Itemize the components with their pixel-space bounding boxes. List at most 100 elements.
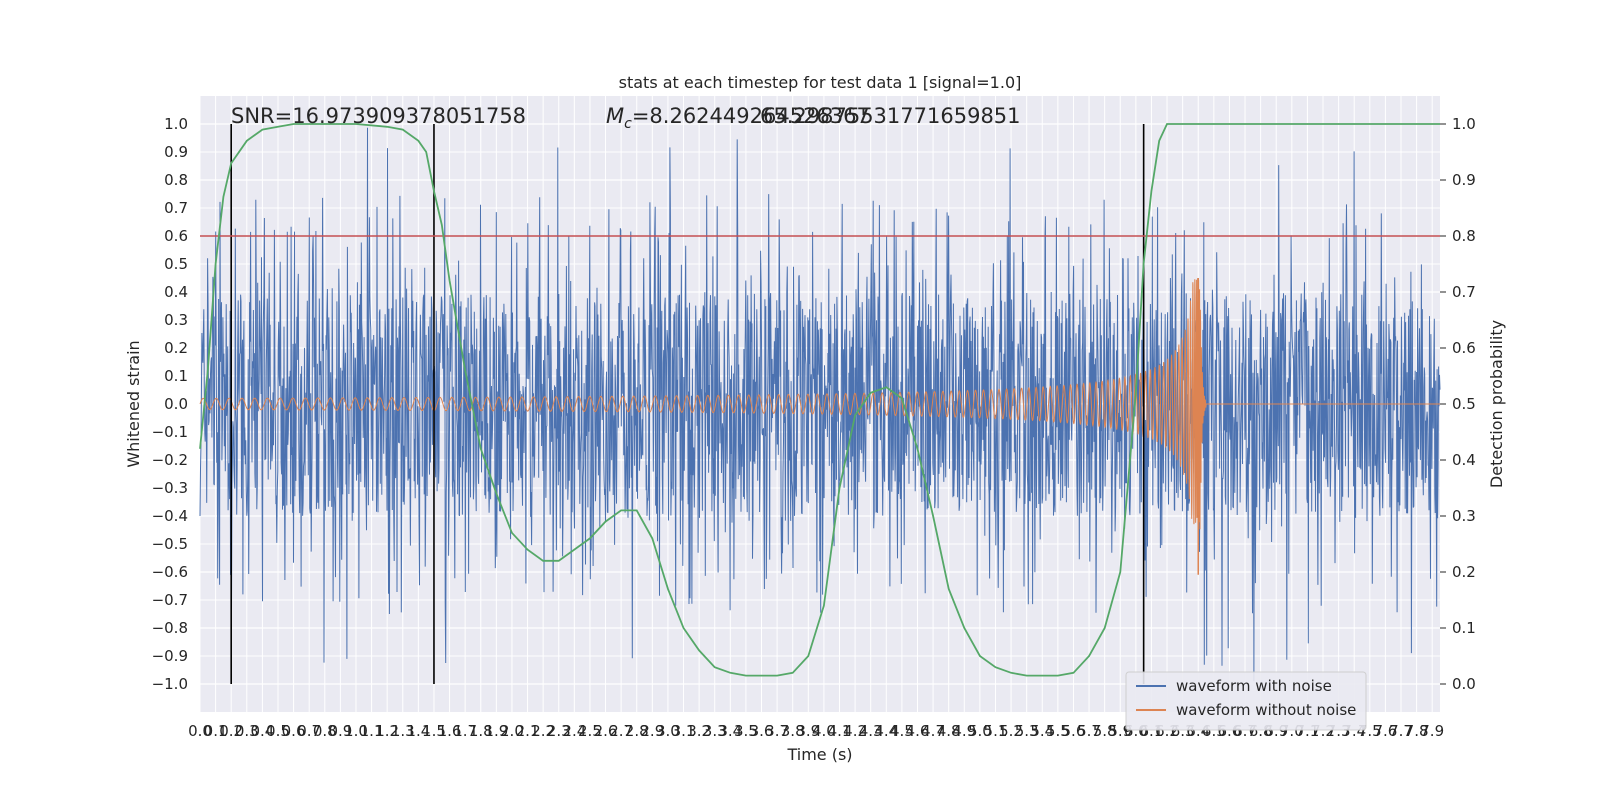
x-tick-label: 4.5 (890, 722, 914, 740)
x-tick-label: 7.7 (1389, 722, 1413, 740)
x-tick-label: 3.7 (765, 722, 789, 740)
x-tick-label: 2.3 (547, 722, 571, 740)
x-tick-label: 3.4 (718, 722, 742, 740)
series-waveform-with-noise (199, 127, 1441, 682)
x-tick-label: 5.8 (1093, 722, 1117, 740)
y-right-axis-label: Detection probability (1487, 320, 1506, 488)
y-tick-label: 0.0 (164, 395, 188, 413)
y-tick-label: −0.2 (152, 451, 188, 469)
x-tick-label: 7.9 (1420, 722, 1444, 740)
overlapping-annotation: 65.29875531771659851 (760, 104, 1021, 128)
waveform-without-noise-line (199, 278, 1440, 530)
x-tick-label: 7.8 (1405, 722, 1429, 740)
x-tick-label: 1.1 (360, 722, 384, 740)
x-tick-label: 1.9 (484, 722, 508, 740)
y-right-tick-label: 0.0 (1452, 675, 1476, 693)
x-tick-label: 4.3 (859, 722, 883, 740)
x-tick-label: 5.6 (1062, 722, 1086, 740)
detection-probability-line (199, 123, 1440, 677)
y-tick-label: 0.7 (164, 199, 188, 217)
x-tick-label: 1.6 (438, 722, 462, 740)
y-tick-label: 0.3 (164, 311, 188, 329)
y-right-tick-label: 1.0 (1452, 115, 1476, 133)
x-tick-label: 5.5 (1046, 722, 1070, 740)
legend: waveform with noise waveform without noi… (1125, 671, 1367, 731)
x-tick-label: 2.7 (609, 722, 633, 740)
legend-label-with-noise: waveform with noise (1176, 677, 1332, 695)
y-tick-label: −0.3 (152, 479, 188, 497)
y-tick-label: −0.4 (152, 507, 188, 525)
x-tick-label: 3.8 (781, 722, 805, 740)
y-tick-label: 1.0 (164, 115, 188, 133)
x-tick-label: 4.7 (921, 722, 945, 740)
y-tick-label: −0.5 (152, 535, 188, 553)
y-right-axis-ticks: 1.0 0.9 0.8 0.7 0.6 0.5 0.4 0.3 0.2 0.1 0.0 (1440, 115, 1476, 693)
x-axis-label: Time (s) (786, 745, 852, 764)
x-tick-label: 0.5 (266, 722, 290, 740)
x-tick-label: 3.9 (796, 722, 820, 740)
snr-annotation: SNR=16.973909378051758 (231, 104, 526, 128)
legend-label-without-noise: waveform without noise (1176, 701, 1356, 719)
y-right-tick-label: 0.4 (1452, 451, 1476, 469)
x-tick-label: 1.2 (375, 722, 399, 740)
x-tick-label: 5.7 (1077, 722, 1101, 740)
x-tick-label: 2.4 (562, 722, 586, 740)
x-tick-label: 1.5 (422, 722, 446, 740)
x-tick-label: 0.0 (188, 722, 212, 740)
y-axis-label: Whitened strain (124, 340, 143, 467)
x-tick-label: 0.2 (219, 722, 243, 740)
y-tick-label: 0.4 (164, 283, 188, 301)
series-detection-probability (199, 123, 1440, 677)
y-tick-label: −0.7 (152, 591, 188, 609)
chart-title: stats at each timestep for test data 1 [… (619, 73, 1022, 92)
x-tick-label: 3.2 (687, 722, 711, 740)
x-tick-label: 1.8 (469, 722, 493, 740)
y-tick-label: −0.1 (152, 423, 188, 441)
waveform-with-noise-line (199, 127, 1441, 682)
x-tick-label: 1.4 (406, 722, 430, 740)
x-tick-label: 7.6 (1373, 722, 1397, 740)
y-tick-label: −0.8 (152, 619, 188, 637)
x-tick-label: 5.2 (999, 722, 1023, 740)
x-tick-label: 2.5 (578, 722, 602, 740)
y-tick-label: 0.5 (164, 255, 188, 273)
y-right-tick-label: 0.1 (1452, 619, 1476, 637)
x-tick-label: 0.8 (313, 722, 337, 740)
y-right-tick-label: 0.5 (1452, 395, 1476, 413)
x-tick-label: 3.3 (703, 722, 727, 740)
series-waveform-without-noise (199, 278, 1440, 575)
x-tick-label: 5.1 (984, 722, 1008, 740)
y-tick-label: 0.8 (164, 171, 188, 189)
x-tick-label: 2.0 (500, 722, 524, 740)
x-tick-label: 0.7 (297, 722, 321, 740)
y-axis-ticks: 1.0 0.9 0.8 0.7 0.6 0.5 0.4 0.3 0.2 0.1 0.0 −0.1 −0.… (152, 115, 188, 693)
y-tick-label: 0.6 (164, 227, 188, 245)
y-right-tick-label: 0.6 (1452, 339, 1476, 357)
x-tick-label: 4.4 (874, 722, 898, 740)
x-tick-label: 0.3 (235, 722, 259, 740)
y-right-tick-label: 0.3 (1452, 507, 1476, 525)
y-tick-label: 0.2 (164, 339, 188, 357)
chirp-mass-annotation: Mc=8.262449264526367 (606, 104, 870, 132)
x-tick-label: 0.9 (328, 722, 352, 740)
x-tick-label: 1.7 (453, 722, 477, 740)
x-tick-label: 4.9 (952, 722, 976, 740)
x-tick-label: 0.4 (250, 722, 274, 740)
x-tick-label: 4.1 (828, 722, 852, 740)
x-tick-label: 4.2 (843, 722, 867, 740)
legend-box (1125, 671, 1367, 731)
y-right-tick-label: 0.2 (1452, 563, 1476, 581)
vertical-markers (230, 124, 1145, 684)
x-tick-label: 3.1 (672, 722, 696, 740)
x-tick-label: 0.1 (204, 722, 228, 740)
x-tick-label: 2.8 (625, 722, 649, 740)
x-tick-label: 1.3 (391, 722, 415, 740)
x-tick-label: 2.6 (594, 722, 618, 740)
y-tick-label: −0.6 (152, 563, 188, 581)
y-tick-label: 0.1 (164, 367, 188, 385)
x-tick-label: 2.9 (640, 722, 664, 740)
y-right-tick-label: 0.7 (1452, 283, 1476, 301)
y-tick-label: 0.9 (164, 143, 188, 161)
